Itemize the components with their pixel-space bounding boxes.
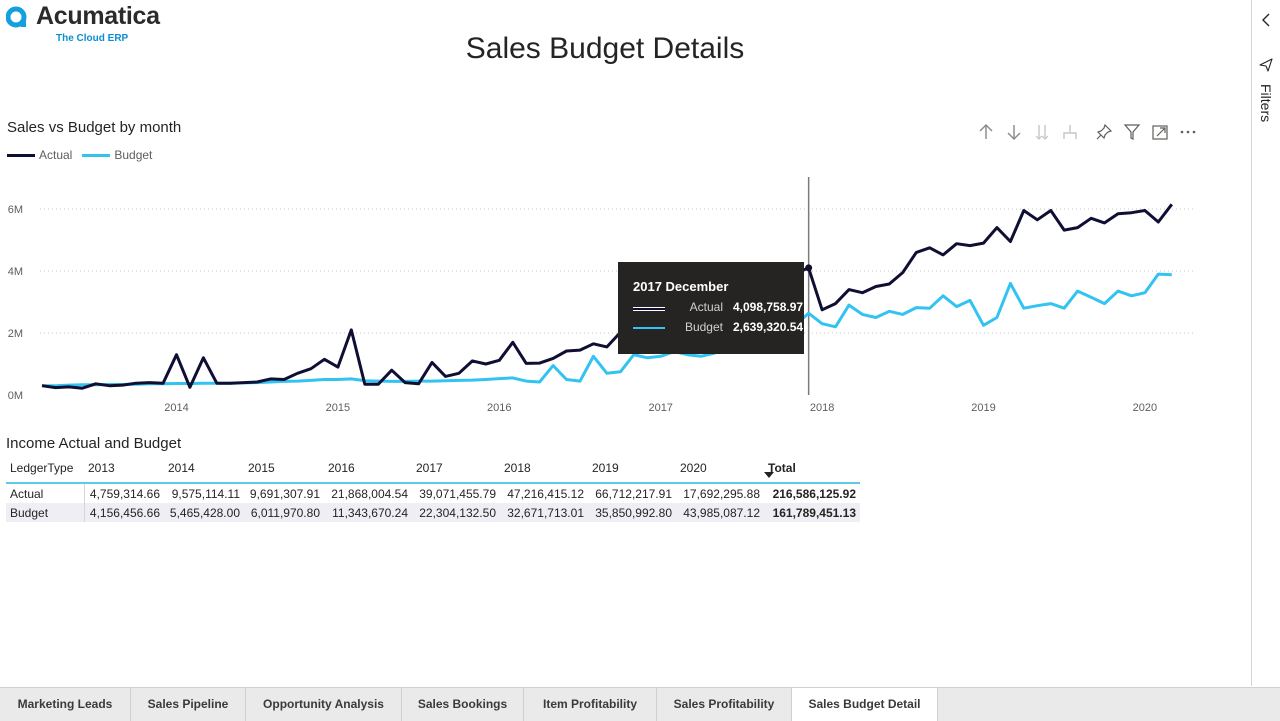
filters-label[interactable]: Filters bbox=[1258, 84, 1274, 123]
acumatica-logo: Acumatica The Cloud ERP bbox=[6, 2, 176, 46]
table-cell: 4,759,314.66 bbox=[89, 486, 160, 501]
table-cell: 21,868,004.54 bbox=[331, 486, 408, 501]
legend-item-actual[interactable]: Actual bbox=[7, 148, 72, 162]
filter-pane: Filters bbox=[1251, 0, 1280, 686]
legend-label-actual: Actual bbox=[39, 148, 73, 162]
filter-pane-icon bbox=[1259, 58, 1273, 72]
legend-item-budget[interactable]: Budget bbox=[82, 148, 152, 162]
table-cell: 35,850,992.80 bbox=[588, 503, 676, 522]
legend-swatch-budget bbox=[82, 153, 111, 157]
column-header[interactable]: 2018 bbox=[500, 458, 588, 484]
table-cell: 32,671,713.01 bbox=[500, 503, 588, 522]
table-cell: 39,071,455.79 bbox=[419, 486, 496, 501]
income-matrix-table: LedgerType 2013 2014 2015 2016 2017 2018… bbox=[6, 458, 860, 522]
y-tick-label: 0M bbox=[8, 390, 23, 402]
tooltip-title: 2017 December bbox=[633, 279, 729, 294]
row-total-actual: 216,586,125.92 bbox=[772, 486, 856, 501]
tab-sales-profitability[interactable]: Sales Profitability bbox=[657, 688, 792, 721]
filter-icon[interactable] bbox=[1122, 122, 1142, 142]
y-tick-label: 6M bbox=[8, 204, 23, 216]
drill-up-icon[interactable] bbox=[976, 122, 996, 142]
acumatica-logo-mark-icon bbox=[6, 6, 27, 28]
table-cell: 5,465,428.00 bbox=[164, 503, 244, 522]
tab-sales-pipeline[interactable]: Sales Pipeline bbox=[131, 688, 246, 721]
total-header-label: Total bbox=[768, 461, 796, 475]
series-line-budget[interactable] bbox=[42, 272, 1172, 388]
sort-descending-icon bbox=[764, 472, 774, 478]
x-tick-label: 2015 bbox=[326, 402, 350, 414]
tab-marketing-leads[interactable]: Marketing Leads bbox=[0, 688, 131, 721]
drill-down-icon[interactable] bbox=[1004, 122, 1024, 142]
hover-point-actual bbox=[805, 264, 813, 272]
page-title: Sales Budget Details bbox=[465, 32, 745, 65]
tooltip-swatch-actual bbox=[633, 307, 665, 311]
x-tick-label: 2014 bbox=[164, 402, 188, 414]
brand-name: Acumatica bbox=[36, 2, 160, 30]
table-cell: 43,985,087.12 bbox=[676, 503, 764, 522]
table-cell: 17,692,295.88 bbox=[683, 486, 760, 501]
chart-legend: Actual Budget bbox=[7, 148, 162, 162]
column-header[interactable]: 2013 bbox=[84, 458, 164, 484]
expand-all-down-icon[interactable] bbox=[1032, 122, 1052, 142]
sales-vs-budget-line-chart[interactable]: 0M 2M 4M 6M 2014 2015 2016 2017 2018 2019 2020 bbox=[0, 170, 1210, 420]
table-cell: 11,343,670.24 bbox=[324, 503, 412, 522]
chevron-left-icon[interactable] bbox=[1258, 10, 1274, 30]
y-tick-label: 4M bbox=[8, 266, 23, 278]
legend-label-budget: Budget bbox=[114, 148, 153, 162]
tooltip-row-budget: Budget 2,639,320.54 bbox=[633, 320, 803, 336]
x-tick-label: 2017 bbox=[648, 402, 672, 414]
tooltip-swatch-budget bbox=[633, 327, 665, 329]
table-cell: 22,304,132.50 bbox=[412, 503, 500, 522]
table-cell: 4,156,456.66 bbox=[84, 503, 164, 522]
tooltip-row-actual: Actual 4,098,758.97 bbox=[633, 300, 803, 316]
brand-tagline: The Cloud ERP bbox=[56, 33, 129, 44]
tooltip-value-budget: 2,639,320.54 bbox=[733, 320, 804, 334]
y-tick-label: 2M bbox=[8, 328, 23, 340]
pin-icon[interactable] bbox=[1094, 122, 1114, 142]
chart-tooltip: 2017 December Actual 4,098,758.97 Budget… bbox=[618, 262, 804, 354]
table-row: Actual 4,759,314.66 9,575,114.11 9,691,3… bbox=[6, 483, 860, 503]
table-cell: 47,216,415.12 bbox=[507, 486, 584, 501]
row-total-budget: 161,789,451.13 bbox=[764, 503, 860, 522]
series-line-actual[interactable] bbox=[41, 203, 1173, 390]
row-label-actual: Actual bbox=[6, 483, 85, 503]
expand-hierarchy-icon[interactable] bbox=[1060, 122, 1080, 142]
row-header-label[interactable]: LedgerType bbox=[6, 458, 84, 484]
table-header-row: LedgerType 2013 2014 2015 2016 2017 2018… bbox=[6, 458, 860, 484]
tooltip-label-budget: Budget bbox=[684, 320, 723, 334]
x-tick-label: 2018 bbox=[810, 402, 834, 414]
chart-title: Sales vs Budget by month bbox=[7, 119, 182, 136]
column-header[interactable]: 2015 bbox=[244, 458, 324, 484]
tooltip-value-actual: 4,098,758.97 bbox=[733, 300, 804, 314]
total-column-header[interactable]: Total bbox=[764, 458, 860, 484]
table-row: Budget 4,156,456.66 5,465,428.00 6,011,9… bbox=[6, 503, 860, 522]
table-cell: 6,011,970.80 bbox=[244, 503, 324, 522]
column-header[interactable]: 2019 bbox=[588, 458, 676, 484]
tab-opportunity-analysis[interactable]: Opportunity Analysis bbox=[246, 688, 402, 721]
table-cell: 9,691,307.91 bbox=[249, 486, 320, 501]
legend-swatch-actual bbox=[7, 153, 35, 157]
x-tick-label: 2019 bbox=[971, 402, 995, 414]
table-cell: 66,712,217.91 bbox=[595, 486, 672, 501]
more-options-icon[interactable] bbox=[1178, 122, 1198, 142]
column-header[interactable]: 2014 bbox=[164, 458, 244, 484]
tab-sales-budget-detail[interactable]: Sales Budget Detail bbox=[792, 688, 938, 721]
visual-header-toolbar bbox=[974, 122, 1204, 142]
tooltip-label-actual: Actual bbox=[689, 300, 723, 314]
x-tick-label: 2020 bbox=[1133, 402, 1157, 414]
x-tick-label: 2016 bbox=[487, 402, 511, 414]
page-tabs: Marketing Leads Sales Pipeline Opportuni… bbox=[0, 687, 1280, 721]
column-header[interactable]: 2017 bbox=[412, 458, 500, 484]
tab-item-profitability[interactable]: Item Profitability bbox=[524, 688, 657, 721]
column-header[interactable]: 2020 bbox=[676, 458, 764, 484]
focus-mode-icon[interactable] bbox=[1150, 122, 1170, 142]
column-header[interactable]: 2016 bbox=[324, 458, 412, 484]
tab-sales-bookings[interactable]: Sales Bookings bbox=[402, 688, 524, 721]
row-label-budget: Budget bbox=[6, 503, 85, 522]
table-cell: 9,575,114.11 bbox=[171, 486, 240, 501]
table-title: Income Actual and Budget bbox=[6, 435, 182, 452]
